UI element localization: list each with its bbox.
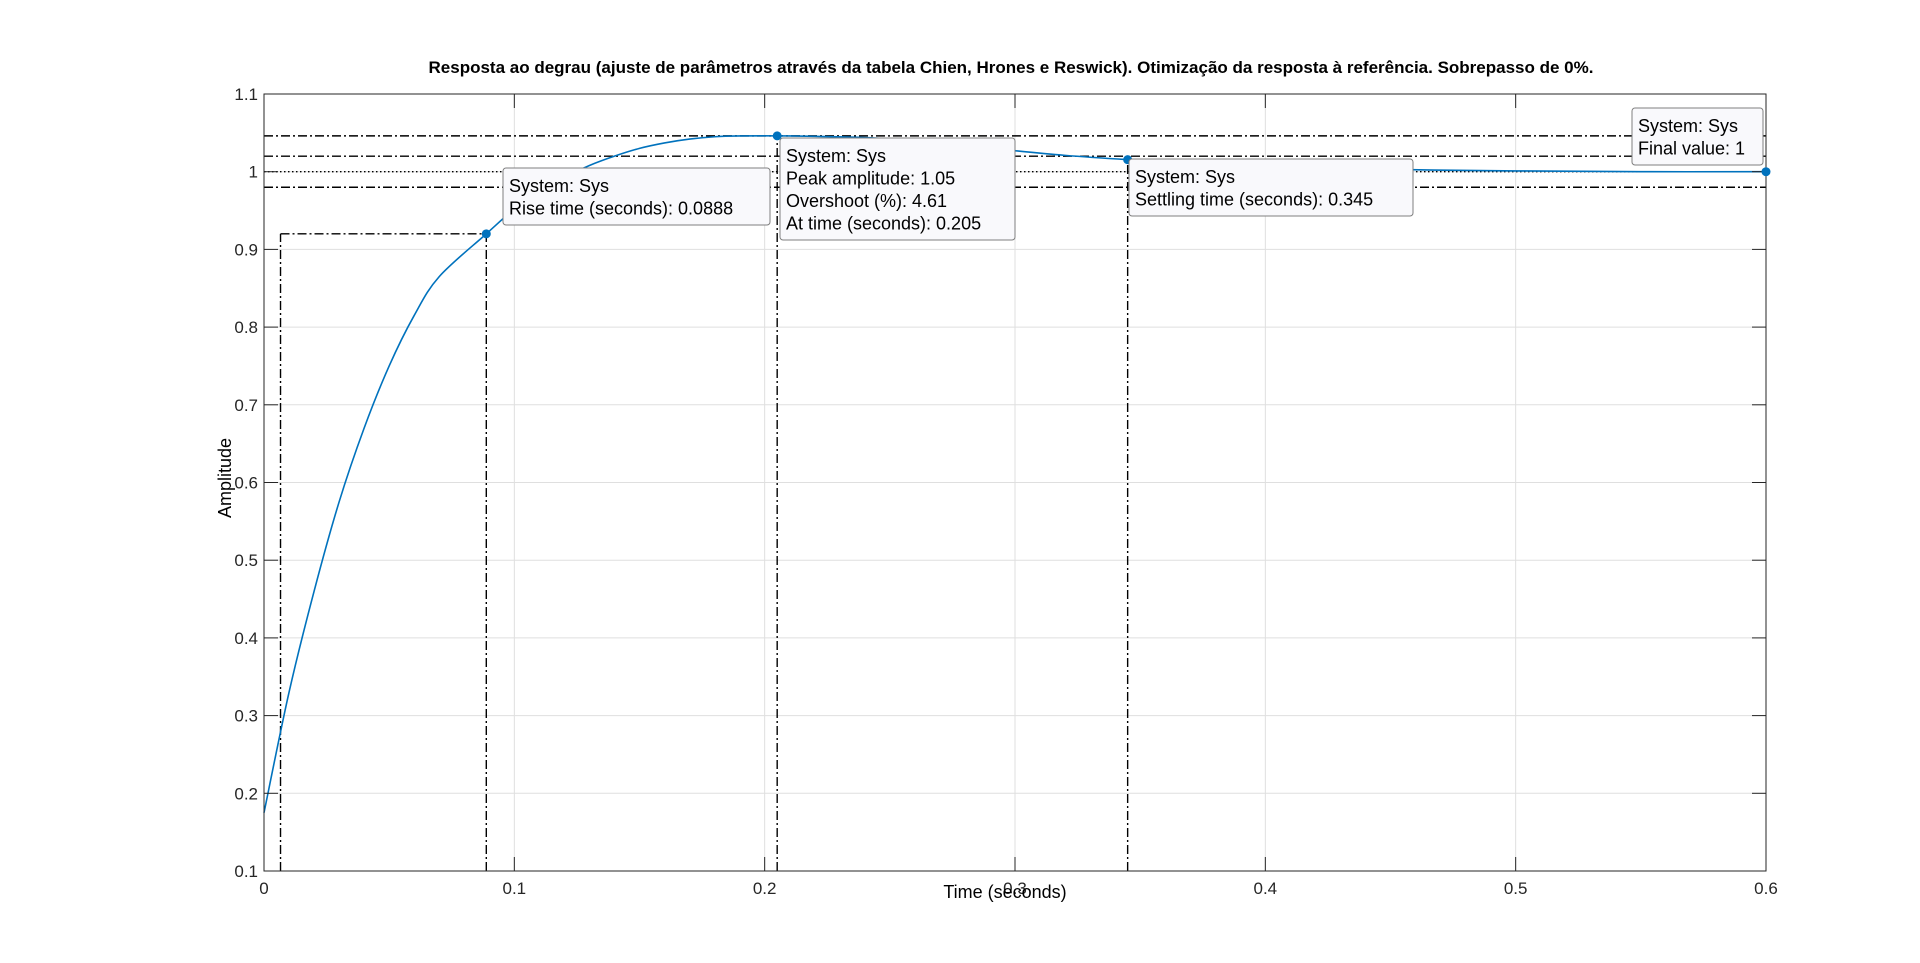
rise-marker[interactable] [481, 229, 491, 239]
datatip-text: System: Sys [1135, 167, 1235, 187]
y-tick-label: 0.7 [234, 396, 258, 415]
final-marker[interactable] [1761, 167, 1771, 177]
rise-time-tip[interactable]: System: Sys Rise time (seconds): 0.0888 [502, 167, 771, 226]
x-tick-label: 0.4 [1254, 879, 1278, 898]
datatip-text: Final value: 1 [1638, 139, 1745, 159]
x-tick-label: 0 [259, 879, 268, 898]
chart-title: Resposta ao degrau (ajuste de parâmetros… [429, 58, 1594, 77]
peak-tip[interactable]: System: Sys Peak amplitude: 1.05Overshoot… [779, 137, 1016, 241]
tick-labels: 0 0.1 0.2 0.3 0.4 0.5 0.60.10.20.30.40.50.60.7… [234, 85, 1777, 898]
x-tick-label: 0.6 [1754, 879, 1778, 898]
datatip-text: System: Sys [509, 176, 609, 196]
y-tick-label: 0.9 [234, 240, 258, 259]
x-tick-label: 0.5 [1504, 879, 1528, 898]
axes-frame [263, 93, 1767, 872]
final-value-tip[interactable]: System: Sys Final value: 1 [1631, 107, 1764, 166]
datatip-box [1128, 158, 1414, 217]
y-tick-label: 0.4 [234, 629, 258, 648]
y-tick-label: 0.3 [234, 707, 258, 726]
datatip-text: System: Sys [1638, 116, 1738, 136]
y-tick-label: 0.2 [234, 784, 258, 803]
y-tick-label: 0.5 [234, 551, 258, 570]
datatip-text: Peak amplitude: 1.05 [786, 169, 955, 189]
datatip-text: System: Sys [786, 146, 886, 166]
datatip-box [1631, 107, 1764, 166]
peak-marker[interactable] [772, 131, 782, 141]
datatip-box [779, 137, 1016, 241]
y-tick-label: 0.1 [234, 862, 258, 881]
settling-time-tip[interactable]: System: Sys Settling time (seconds): 0.34… [1128, 158, 1414, 217]
datatip-text: At time (seconds): 0.205 [786, 214, 981, 234]
x-tick-label: 0.1 [503, 879, 527, 898]
x-tick-label: 0.2 [753, 879, 777, 898]
y-tick-label: 0.6 [234, 474, 258, 493]
x-axis-label: Time (seconds) [943, 882, 1066, 902]
datatip-box [502, 167, 771, 226]
x-tick-label: 0.3 [1003, 879, 1027, 898]
y-tick-label: 1 [249, 163, 258, 182]
datatip-text: Overshoot (%): 4.61 [786, 191, 947, 211]
datatip-text: Settling time (seconds): 0.345 [1135, 190, 1373, 210]
y-axis-label: Amplitude [215, 438, 235, 518]
datatip-text: Rise time (seconds): 0.0888 [509, 199, 733, 219]
y-tick-label: 1.1 [234, 85, 258, 104]
y-tick-label: 0.8 [234, 318, 258, 337]
